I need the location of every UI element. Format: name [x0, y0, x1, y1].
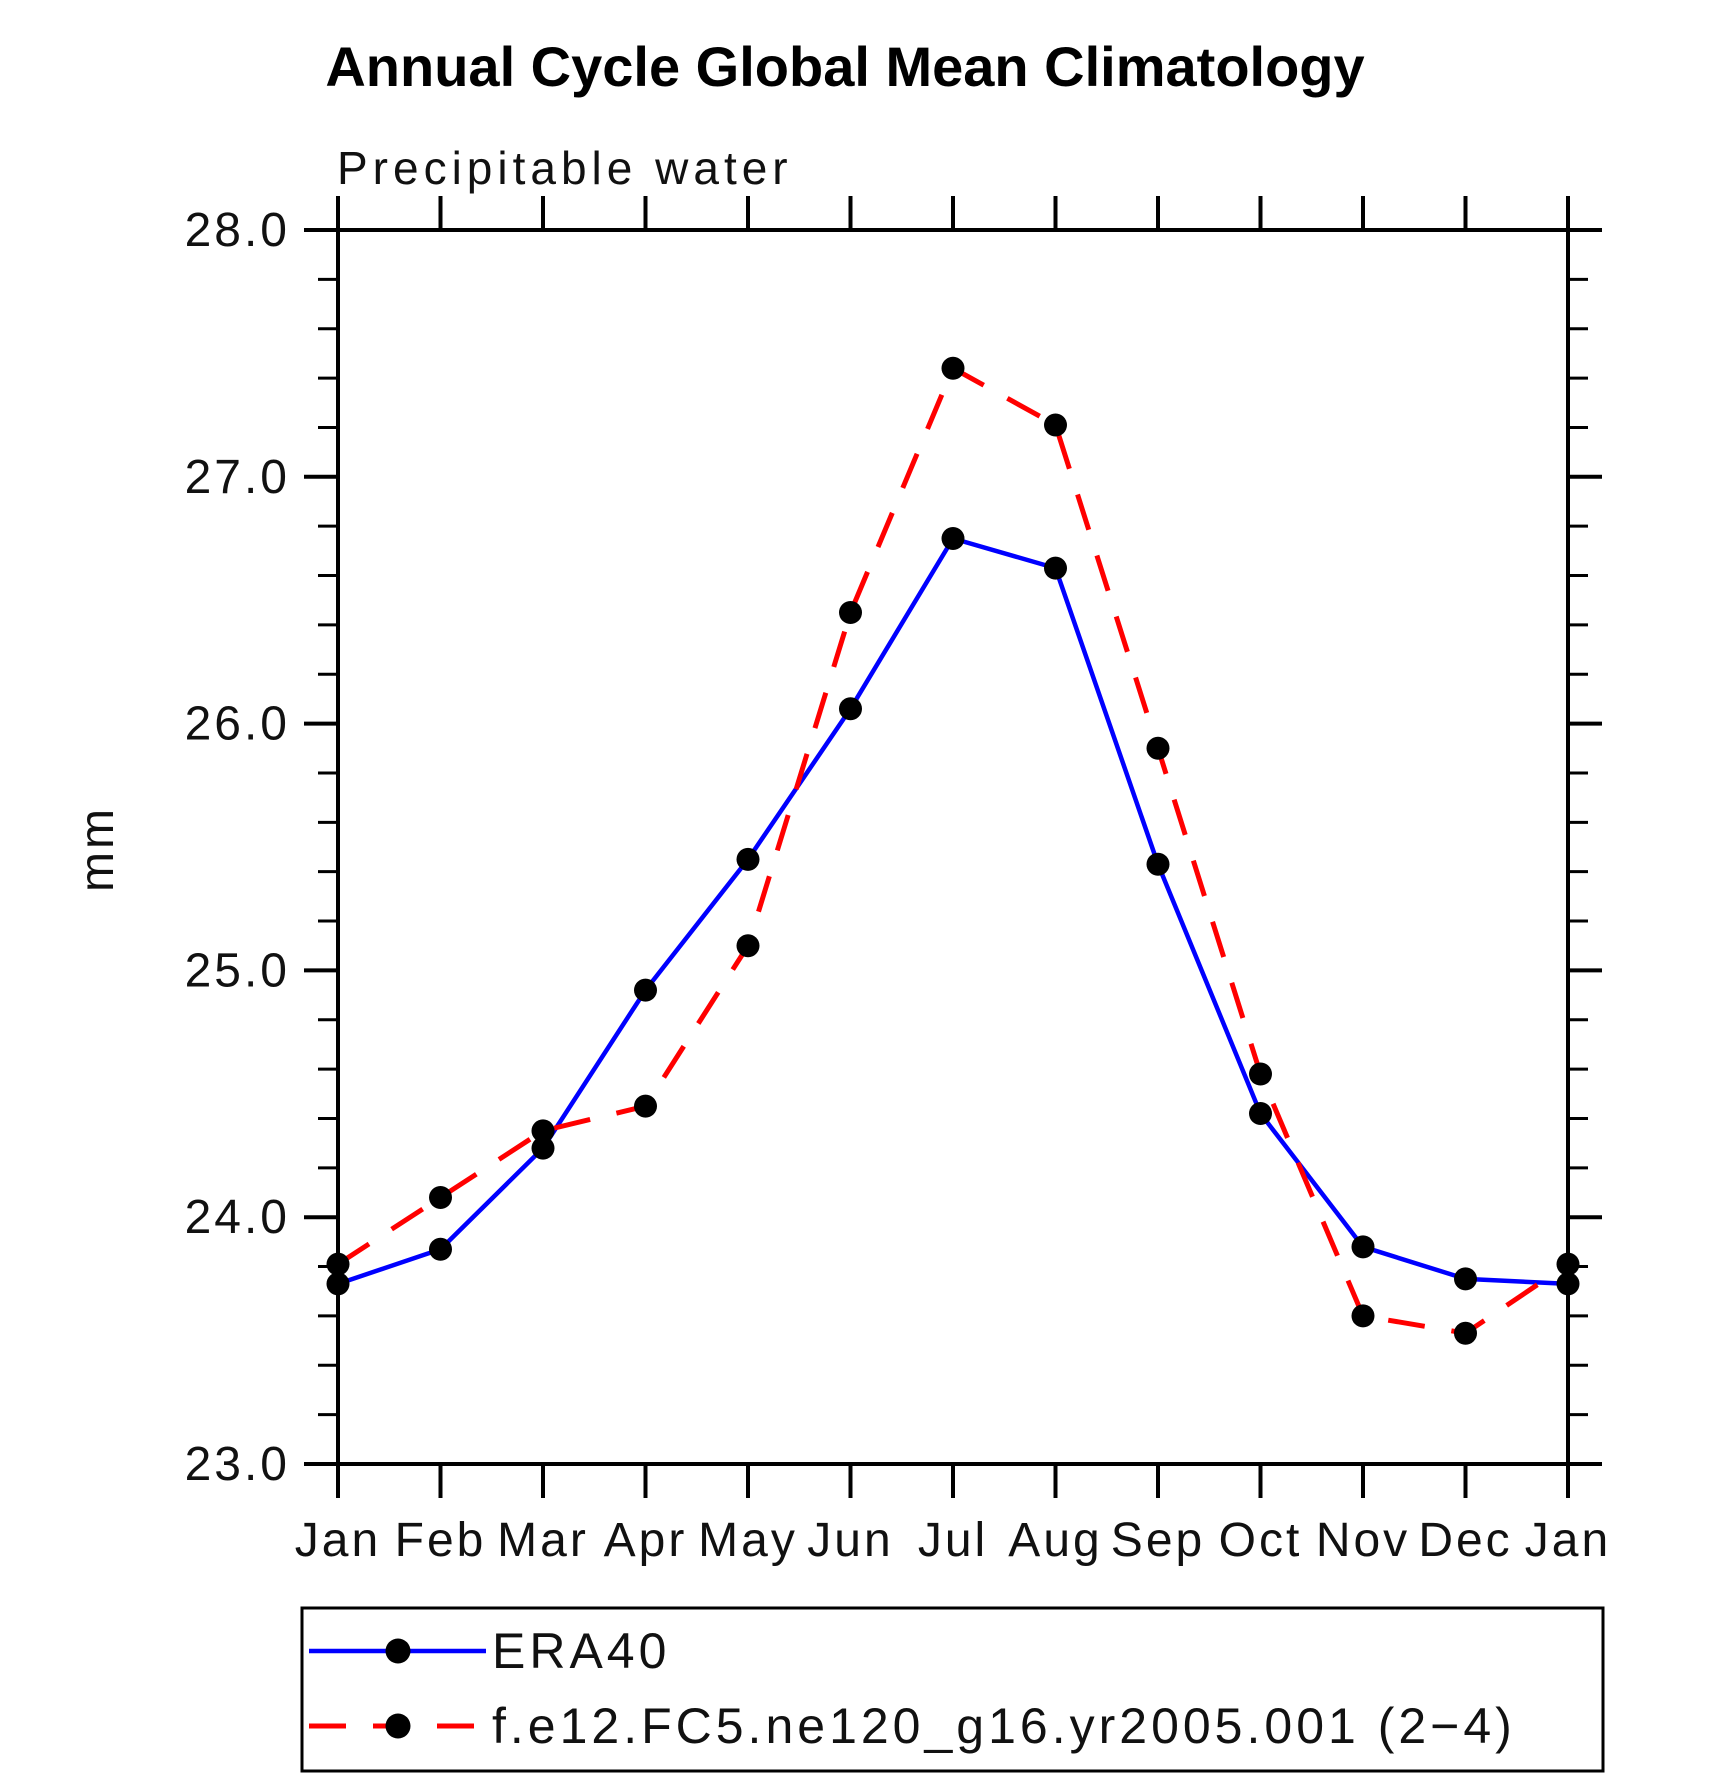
series-lines: [336, 365, 1570, 1336]
legend-item-era40: ERA40: [309, 1623, 670, 1679]
data-point-0: [531, 1136, 555, 1160]
data-point-0: [941, 527, 965, 550]
series-line-0: [337, 536, 1569, 1287]
data-point-1: [634, 1094, 657, 1118]
data-point-0: [326, 1272, 350, 1296]
legend-box: [300, 1606, 1605, 1773]
data-point-0: [1556, 1272, 1580, 1296]
y-tick-label: 28.0: [185, 204, 290, 257]
data-point-1: [1454, 1321, 1477, 1345]
data-point-1: [736, 934, 760, 958]
x-tick-label: Jan: [295, 1514, 381, 1567]
axes: Jan Feb Mar Apr May Jun Jul Aug Sep Oct Nov Dec Jan2…: [185, 196, 1611, 1567]
x-tick-label: Feb: [395, 1514, 487, 1567]
data-point-1: [1249, 1062, 1272, 1086]
data-point-1: [429, 1185, 452, 1209]
y-axis-label: mm: [71, 806, 124, 892]
chart-subtitle: Precipitable water: [337, 142, 793, 194]
data-point-1: [326, 1252, 350, 1276]
data-point-0: [1146, 852, 1170, 876]
y-tick-label: 27.0: [185, 451, 290, 504]
x-tick-label: Mar: [497, 1514, 589, 1567]
chart-title: Annual Cycle Global Mean Climatology: [325, 35, 1364, 98]
data-point-1: [1351, 1304, 1375, 1328]
legend: ERA40 f.e12.FC5.ne120_g16.yr2005.001 (2−…: [300, 1606, 1605, 1773]
x-tick-label: Jan: [1525, 1514, 1611, 1567]
data-point-1: [1556, 1252, 1580, 1276]
x-tick-label: Jul: [918, 1514, 988, 1567]
data-point-0: [429, 1237, 452, 1261]
x-tick-label: Aug: [1008, 1514, 1102, 1567]
data-point-1: [839, 601, 862, 625]
x-tick-label: May: [698, 1514, 798, 1567]
data-point-1: [531, 1119, 555, 1143]
data-point-0: [1249, 1102, 1272, 1126]
legend-label-model: f.e12.FC5.ne120_g16.yr2005.001 (2−4): [492, 1698, 1516, 1754]
x-tick-label: Dec: [1418, 1514, 1512, 1567]
legend-item-model: f.e12.FC5.ne120_g16.yr2005.001 (2−4): [309, 1698, 1516, 1754]
x-tick-label: Jun: [807, 1514, 893, 1567]
data-point-1: [1044, 413, 1067, 437]
y-tick-label: 26.0: [185, 698, 290, 751]
data-point-0: [1044, 556, 1067, 580]
data-point-0: [839, 697, 862, 721]
x-tick-label: Apr: [604, 1514, 688, 1567]
data-point-0: [1351, 1235, 1375, 1259]
legend-marker-era40: [385, 1638, 411, 1664]
legend-marker-model: [385, 1713, 411, 1739]
series-line-1: [336, 365, 1570, 1336]
y-tick-label: 23.0: [185, 1438, 290, 1491]
data-point-1: [1146, 736, 1170, 760]
y-tick-label: 25.0: [185, 944, 290, 997]
data-point-0: [736, 847, 760, 871]
x-tick-label: Nov: [1316, 1514, 1410, 1567]
data-point-0: [1454, 1267, 1477, 1291]
x-tick-label: Oct: [1219, 1514, 1303, 1567]
legend-label-era40: ERA40: [492, 1623, 670, 1679]
x-tick-label: Sep: [1111, 1514, 1205, 1567]
y-tick-label: 24.0: [185, 1191, 290, 1244]
data-point-0: [634, 978, 657, 1002]
data-point-1: [941, 356, 965, 380]
series-markers: [326, 356, 1580, 1345]
